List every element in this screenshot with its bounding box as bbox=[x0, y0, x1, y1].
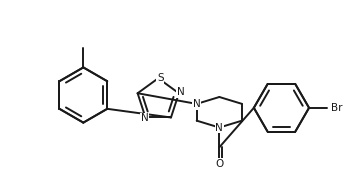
Text: Br: Br bbox=[331, 103, 342, 113]
Text: S: S bbox=[157, 73, 163, 83]
Text: N: N bbox=[193, 99, 201, 109]
Text: N: N bbox=[141, 113, 148, 124]
Text: O: O bbox=[215, 159, 224, 169]
Text: N: N bbox=[177, 87, 185, 97]
Text: N: N bbox=[216, 123, 223, 133]
